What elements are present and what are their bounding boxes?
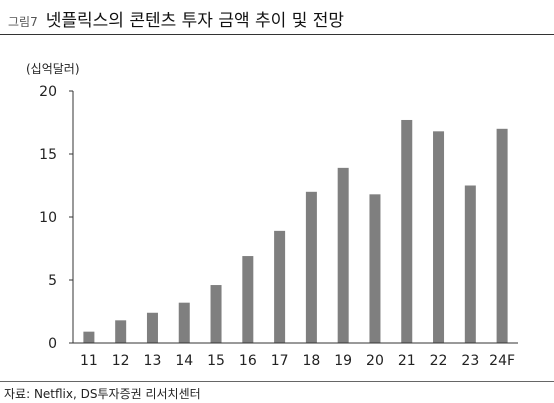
bar-16 <box>242 256 254 343</box>
x-tick-label: 18 <box>302 353 320 369</box>
bar-24F <box>496 128 508 343</box>
y-tick-label: 15 <box>39 147 57 163</box>
y-axis-unit-label: (십억달러) <box>26 62 80 76</box>
x-tick-label: 15 <box>207 353 225 369</box>
bar-12 <box>115 320 127 343</box>
x-tick-label: 23 <box>461 353 479 369</box>
bar-13 <box>146 312 158 343</box>
bar-18 <box>305 191 317 343</box>
x-tick-label: 13 <box>144 353 162 369</box>
footer-divider <box>0 381 554 382</box>
x-tick-label: 12 <box>112 353 130 369</box>
x-tick-label: 16 <box>239 353 257 369</box>
bar-20 <box>369 194 381 343</box>
source-note: 자료: Netflix, DS투자증권 리서치센터 <box>4 387 201 401</box>
x-tick-label: 22 <box>430 353 448 369</box>
bar-17 <box>274 230 286 343</box>
bar-19 <box>337 167 349 343</box>
x-tick-label: 14 <box>175 353 193 369</box>
y-tick-label: 10 <box>39 210 57 226</box>
y-tick-label: 20 <box>39 84 57 100</box>
x-tick-label: 20 <box>366 353 384 369</box>
bar-23 <box>464 185 476 343</box>
bar-21 <box>401 119 413 343</box>
x-tick-label: 24F <box>489 353 515 369</box>
x-tick-label: 11 <box>80 353 98 369</box>
bar-14 <box>178 302 190 343</box>
y-axis: 0 5 10 15 20 <box>39 84 74 352</box>
bar-22 <box>433 131 445 343</box>
x-tick-label: 19 <box>334 353 352 369</box>
x-axis: 11 12 13 14 15 16 17 18 19 20 21 22 23 24F <box>73 342 518 369</box>
y-tick-label: 0 <box>48 336 57 352</box>
figure-label: 그림7 <box>8 15 38 29</box>
bar-11 <box>83 331 95 343</box>
bar-series <box>83 119 508 343</box>
chart-title: 넷플릭스의 콘텐츠 투자 금액 추이 및 전망 <box>45 11 345 31</box>
x-tick-label: 17 <box>271 353 289 369</box>
x-tick-label: 21 <box>398 353 416 369</box>
y-tick-label: 5 <box>48 273 57 289</box>
figure-header: 그림7 넷플릭스의 콘텐츠 투자 금액 추이 및 전망 <box>8 6 544 36</box>
bar-chart: 0 5 10 15 20 11 12 13 14 15 16 17 18 19 20 21 22 23 24F <box>39 84 518 369</box>
bar-15 <box>210 285 222 343</box>
header-divider <box>0 34 554 35</box>
